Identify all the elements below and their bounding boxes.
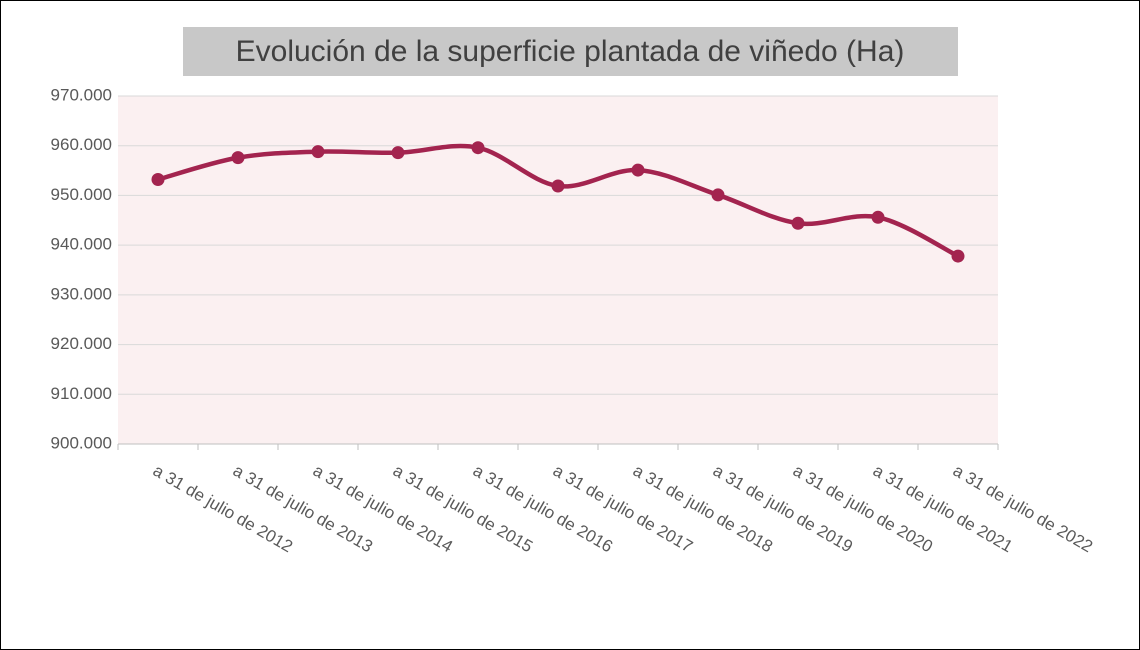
y-tick-label: 950.000 [51,185,112,204]
data-point [791,216,805,230]
data-point [631,163,645,177]
data-point [231,151,245,165]
plot-area [118,96,998,444]
data-point [711,188,725,202]
data-point [391,146,405,160]
y-tick-label: 910.000 [51,384,112,403]
y-tick-label: 940.000 [51,235,112,254]
data-point [471,141,485,155]
data-point [951,249,965,263]
chart-title: Evolución de la superficie plantada de v… [236,35,905,68]
data-point [871,210,885,224]
y-tick-label: 920.000 [51,334,112,353]
y-tick-label: 930.000 [51,284,112,303]
y-tick-label: 970.000 [51,85,112,104]
title-box [183,27,958,76]
y-tick-label: 960.000 [51,135,112,154]
data-point [311,145,325,159]
data-point [551,179,565,193]
y-tick-label: 900.000 [51,433,112,452]
data-point [151,173,165,187]
